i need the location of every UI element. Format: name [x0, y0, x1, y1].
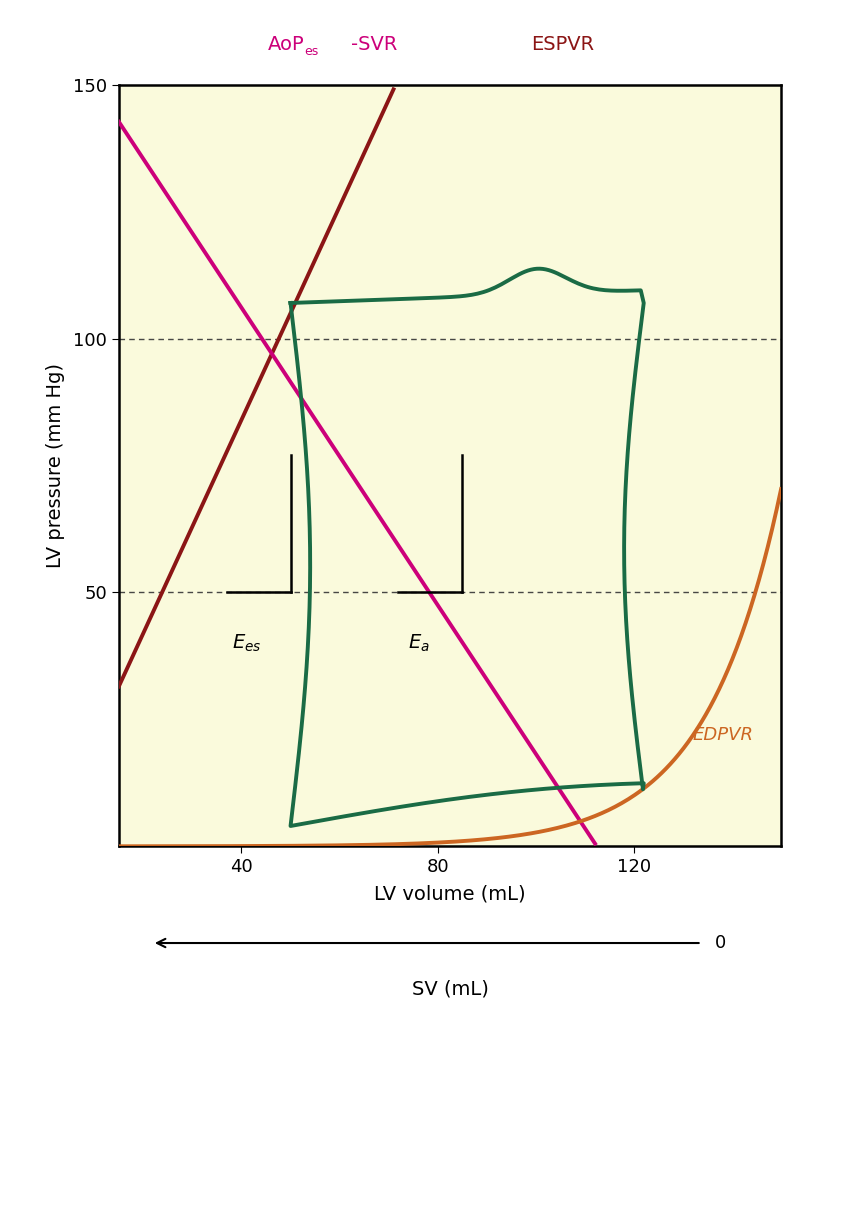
Text: EDPVR: EDPVR — [693, 725, 754, 744]
X-axis label: LV volume (mL): LV volume (mL) — [374, 885, 526, 903]
Text: SV (mL): SV (mL) — [412, 979, 488, 999]
Text: $E_{es}$: $E_{es}$ — [232, 634, 261, 654]
Text: $E_a$: $E_a$ — [408, 634, 430, 654]
Text: -SVR: -SVR — [351, 35, 397, 54]
Text: ESPVR: ESPVR — [531, 35, 594, 54]
Text: 0: 0 — [715, 935, 726, 951]
Text: es: es — [304, 45, 318, 58]
Y-axis label: LV pressure (mm Hg): LV pressure (mm Hg) — [46, 363, 65, 568]
Text: AoP: AoP — [267, 35, 304, 54]
